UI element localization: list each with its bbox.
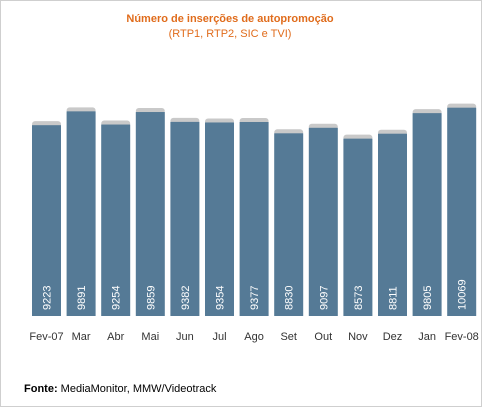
bar-group: 9805 Jan <box>412 109 442 343</box>
bar-group: 9254 Abr <box>101 120 131 343</box>
bar <box>205 122 234 316</box>
bar-value-label: 9097 <box>318 286 330 310</box>
bar-value-label: 9377 <box>249 286 261 310</box>
bar <box>239 121 269 316</box>
bar-group: 8830 Set <box>274 129 304 343</box>
x-tick-label: Abr <box>107 331 124 343</box>
bar-value-label: 9805 <box>422 286 434 310</box>
bar <box>447 107 477 316</box>
x-tick-label: Mar <box>72 331 91 343</box>
x-tick-label: Jun <box>176 331 194 343</box>
bar-group: 9097 Out <box>308 123 338 343</box>
bar-value-label: 9859 <box>145 286 157 310</box>
source-text: MediaMonitor, MMW/Videotrack <box>60 383 217 395</box>
bar-value-label: 8811 <box>388 286 400 310</box>
bar-value-label: 10069 <box>457 279 469 310</box>
bar-group: 9223 Fev-07 <box>29 121 64 343</box>
bar <box>412 113 442 316</box>
bar <box>101 124 131 316</box>
bar <box>308 127 338 316</box>
x-tick-label: Dez <box>383 331 403 343</box>
bar-chart: 9223Fev-079891Mar9254Abr9859Mai9382Jun93… <box>29 103 479 343</box>
bar-group: 9382 Jun <box>170 117 200 343</box>
bar-group: 9354 Jul <box>205 118 234 343</box>
bar <box>378 133 407 316</box>
bar-value-label: 9354 <box>215 286 227 310</box>
x-tick-label: Ago <box>244 331 264 343</box>
source-label: Fonte: <box>24 383 58 395</box>
bar <box>274 133 304 316</box>
x-tick-label: Mai <box>141 331 159 343</box>
bar <box>66 111 96 317</box>
bar <box>32 125 61 316</box>
source-note: Fonte: MediaMonitor, MMW/Videotrack <box>24 383 216 395</box>
bar-group: 8573 Nov <box>343 134 373 343</box>
bar <box>343 138 373 316</box>
bar-group: 9377 Ago <box>239 117 269 343</box>
x-tick-label: Jan <box>418 331 436 343</box>
chart-subtitle: (RTP1, RTP2, SIC e TVI) <box>168 28 292 40</box>
bar <box>170 121 200 317</box>
x-tick-label: Out <box>314 331 332 343</box>
bar-value-label: 8830 <box>284 286 296 310</box>
x-tick-label: Set <box>280 331 297 343</box>
bar-value-label: 9382 <box>180 286 192 310</box>
bar-group: 9891 Mar <box>66 107 96 343</box>
x-tick-label: Jul <box>212 331 226 343</box>
x-tick-label: Fev-08 <box>445 331 479 343</box>
bar-value-label: 8573 <box>353 286 365 310</box>
bar-group: 9859 Mai <box>135 108 165 343</box>
bar-value-label: 9254 <box>111 286 123 310</box>
bar-group: 8811 Dez <box>378 129 407 343</box>
bar-value-label: 9891 <box>76 286 88 310</box>
x-tick-label: Nov <box>348 331 368 343</box>
bar-value-label: 9223 <box>42 286 54 310</box>
x-tick-label: Fev-07 <box>29 331 63 343</box>
bar <box>135 112 165 316</box>
bar-group: 10069 Fev-08 <box>445 103 479 343</box>
chart-title: Número de inserções de autopromoção <box>126 13 334 25</box>
